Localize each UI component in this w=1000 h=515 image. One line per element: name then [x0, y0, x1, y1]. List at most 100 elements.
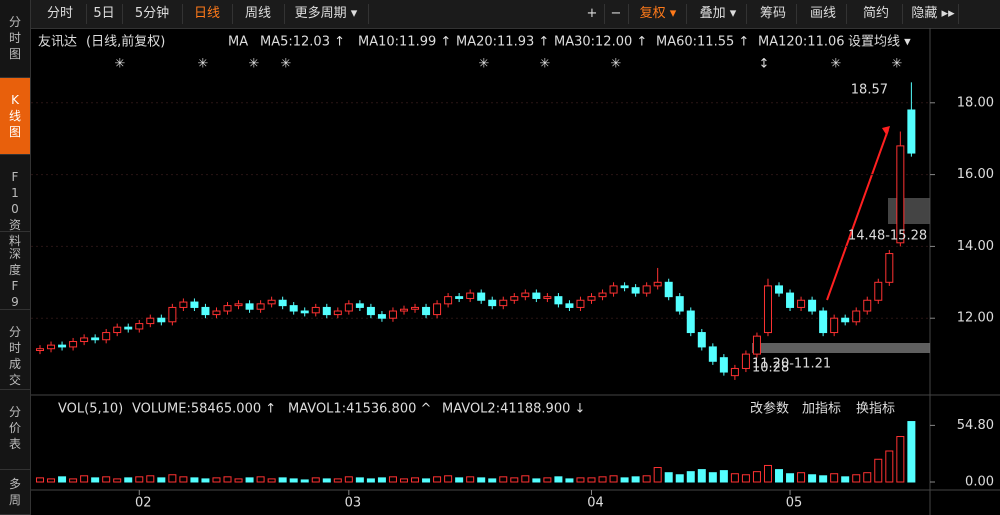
sidebar-tab[interactable]: 分价表: [0, 390, 30, 470]
candle-body: [664, 281, 673, 298]
sidebar-tab[interactable]: K线图: [0, 78, 30, 155]
candle-body: [256, 303, 265, 310]
volume-bar: [355, 477, 364, 483]
candle-body: [223, 305, 232, 312]
toolbar-tab[interactable]: 分时: [34, 4, 87, 24]
price-annotation: 18.57: [851, 83, 888, 98]
ma-indicator: MA60:11.55 ↑: [656, 35, 749, 50]
candle-body: [190, 301, 199, 308]
ma-indicator: 设置均线 ▾: [848, 35, 911, 50]
sidebar-tab[interactable]: 多周: [0, 470, 30, 515]
candle-body: [543, 296, 552, 299]
volume-bar: [543, 477, 552, 483]
toolbar-button[interactable]: 画线: [800, 4, 847, 24]
sidebar-tab[interactable]: 分时成交: [0, 310, 30, 390]
candle-body: [444, 296, 453, 305]
candle-body: [212, 310, 221, 316]
volume-bar: [664, 472, 673, 483]
volume-bar: [146, 475, 155, 483]
candle-body: [333, 310, 342, 316]
sidebar-tab[interactable]: 分时图: [0, 0, 30, 78]
volume-bar: [69, 478, 78, 483]
volume-bar: [797, 472, 806, 483]
toolbar-button[interactable]: 复权 ▾: [630, 4, 687, 24]
volume-bar: [830, 473, 839, 483]
toolbar-button[interactable]: 隐藏 ▸▸: [908, 4, 959, 24]
volume-bar: [267, 478, 276, 483]
volume-bar: [521, 475, 530, 483]
candle-body: [289, 305, 298, 312]
candle-body: [168, 306, 177, 323]
toolbar-button[interactable]: 叠加 ▾: [690, 4, 747, 24]
volume-bar: [179, 476, 188, 483]
price-annotation: 14.48-15.28: [848, 229, 927, 244]
star: ✳: [892, 57, 903, 72]
indicator-action[interactable]: 改参数: [750, 401, 789, 417]
star: ✳: [540, 57, 551, 72]
indicator-action[interactable]: 换指标: [856, 402, 895, 417]
volume-bar: [366, 478, 375, 483]
candle-body: [80, 337, 89, 343]
candle-body: [433, 303, 442, 316]
volume-bar: [190, 477, 199, 483]
volume-bar: [631, 476, 640, 483]
volume-bar: [532, 478, 541, 483]
candle-body: [36, 348, 44, 352]
volume-bar: [907, 421, 916, 483]
sidebar-tab[interactable]: F10资料: [0, 155, 30, 248]
candle-body: [675, 296, 684, 312]
indicator-action[interactable]: 加指标: [802, 402, 841, 417]
candle-body: [278, 299, 287, 307]
volume-bar: [399, 478, 408, 483]
candle-body: [708, 346, 717, 362]
volume-bar: [113, 478, 122, 483]
candle-body: [852, 310, 861, 323]
volume-bar: [322, 478, 331, 483]
candle-body: [841, 317, 850, 323]
toolbar-tab[interactable]: 更多周期 ▾: [284, 4, 369, 24]
candle-body: [201, 306, 210, 316]
candle-body: [411, 306, 420, 310]
volume-bar: [477, 477, 486, 483]
period-label: (日线,前复权): [86, 34, 165, 50]
candle-body: [245, 303, 254, 310]
volume-bar: [675, 474, 684, 483]
candle-body: [102, 332, 111, 341]
candle-body: [311, 306, 320, 314]
volume-bar: [58, 476, 67, 483]
y-tick-label: 12.00: [957, 311, 994, 326]
volume-bar: [300, 479, 309, 483]
sidebar-tab[interactable]: 深度F9: [0, 232, 30, 310]
toolbar-button[interactable]: 简约: [850, 4, 903, 24]
ma-indicator: MA10:11.99 ↑: [358, 35, 451, 50]
volume-bar: [686, 471, 695, 483]
candle-body: [719, 357, 728, 373]
toolbar-button[interactable]: −: [604, 4, 629, 24]
candle-body: [741, 353, 750, 369]
toolbar-button[interactable]: 筹码: [750, 4, 797, 24]
arrow-head: [882, 126, 890, 136]
volume-bar: [311, 477, 320, 483]
candle-body: [234, 303, 243, 307]
volume-bar: [201, 478, 210, 483]
candle-body: [808, 299, 817, 312]
volume-bar: [411, 477, 420, 483]
x-tick-label: 05: [786, 496, 803, 511]
toolbar-button[interactable]: +: [580, 4, 605, 24]
sidebar: 分时图 K线图 F10资料 深度F9 分时成交 分价表 多周: [0, 0, 31, 515]
volume-bar: [775, 469, 784, 483]
candle-body: [422, 306, 431, 316]
volume-bar: [422, 478, 431, 483]
volume-bar: [433, 476, 442, 483]
toolbar-tab[interactable]: 周线: [232, 4, 285, 24]
toolbar-tab[interactable]: 日线: [182, 4, 233, 24]
volume-bar: [466, 476, 475, 483]
volume-bar: [863, 472, 872, 483]
toolbar-tab[interactable]: 5分钟: [122, 4, 183, 24]
volume-bar: [168, 474, 177, 483]
volume-bar: [499, 476, 508, 483]
toolbar-tab[interactable]: 5日: [86, 4, 123, 24]
volume-bar: [786, 473, 795, 483]
volume-bar: [642, 475, 651, 483]
candle-body: [47, 344, 56, 350]
